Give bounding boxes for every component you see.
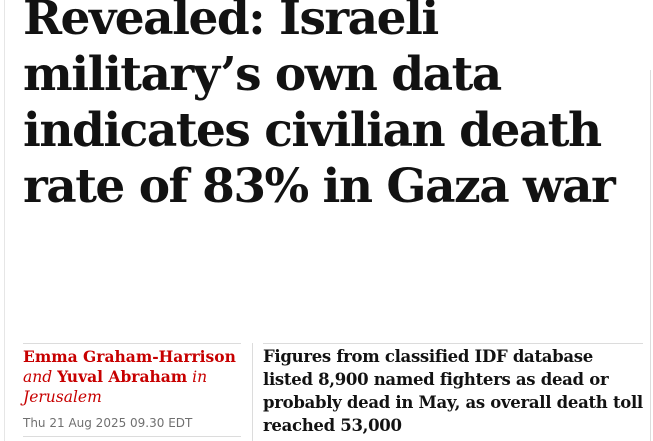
standfirst-line: Figures from classified IDF database	[263, 347, 593, 366]
standfirst-line: listed 8,900 named fighters as dead or	[263, 370, 609, 389]
byline-conjunction: and	[23, 368, 53, 386]
headline-line: indicates civilian death	[23, 103, 602, 158]
byline-location-prefix: in	[192, 368, 208, 386]
standfirst-line: probably dead in May, as overall death t…	[263, 393, 643, 412]
standfirst-divider	[263, 343, 643, 344]
headline-line: military’s own data	[23, 47, 502, 102]
page-right-border	[650, 70, 651, 441]
byline-location: Jerusalem	[23, 388, 102, 406]
byline: Emma Graham-Harrison and Yuval Abraham i…	[23, 347, 238, 407]
headline-line: rate of 83% in Gaza war	[23, 159, 616, 214]
author-link-yuval-abraham[interactable]: Yuval Abraham	[57, 367, 188, 386]
standfirst: Figures from classified IDF database lis…	[263, 345, 648, 437]
page-left-border	[4, 0, 5, 441]
headline: Revealed: Israeli military’s own data in…	[23, 0, 633, 215]
standfirst-line: reached 53,000	[263, 416, 402, 435]
publish-date[interactable]: Thu 21 Aug 2025 09.30 EDT	[23, 416, 193, 430]
author-link-emma-graham-harrison[interactable]: Emma Graham-Harrison	[23, 347, 236, 366]
date-divider	[23, 436, 241, 437]
meta-divider	[23, 343, 241, 344]
headline-line: Revealed: Israeli	[23, 0, 439, 46]
column-divider	[252, 343, 253, 441]
